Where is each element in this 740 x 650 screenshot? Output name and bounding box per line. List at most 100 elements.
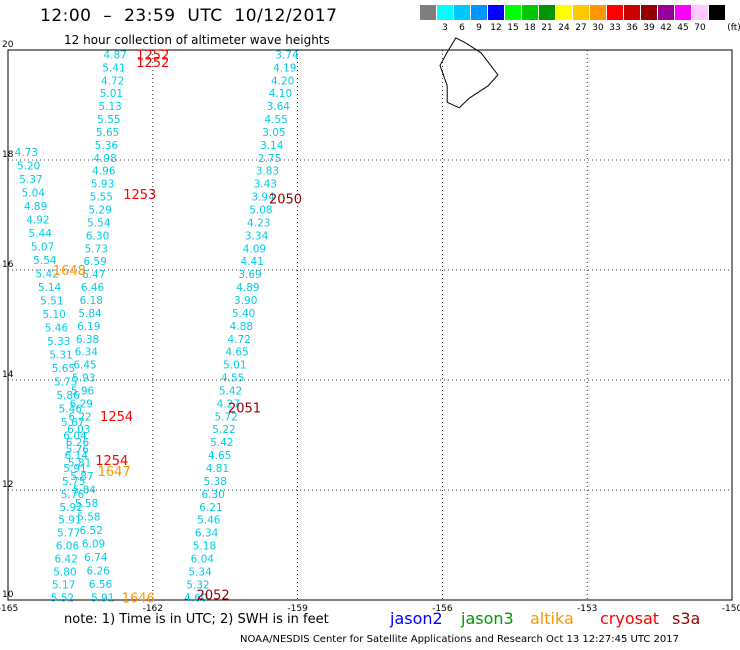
- lat-tick-label: 16: [2, 260, 14, 270]
- wave-height-value: 5.81: [68, 457, 91, 469]
- scale-swatch: [488, 5, 504, 20]
- wave-height-value: 6.19: [77, 321, 100, 333]
- pass-time-label: 1252: [136, 56, 169, 71]
- wave-height-value: 5.73: [85, 243, 108, 255]
- wave-height-value: 5.91: [63, 463, 86, 475]
- wave-height-value: 5.10: [42, 309, 65, 321]
- scale-label: 15: [507, 23, 519, 33]
- wave-height-value: 4.19: [273, 62, 296, 74]
- wave-height-value: 5.42: [35, 268, 58, 280]
- wave-height-value: 4.73: [15, 147, 38, 159]
- wave-height-value: 4.72: [101, 75, 124, 87]
- wave-height-value: 5.55: [90, 192, 113, 204]
- lon-tick-label: -165: [0, 604, 18, 614]
- wave-height-value: 4.20: [271, 75, 294, 87]
- wave-height-value: 6.04: [191, 553, 215, 565]
- scale-swatch: [607, 5, 623, 20]
- wave-height-value: 4.10: [269, 88, 292, 100]
- wave-height-value: 4.81: [206, 463, 229, 475]
- wave-height-value: 5.87: [70, 471, 93, 483]
- scale-label: 42: [660, 23, 672, 33]
- wave-height-value: 5.13: [98, 101, 121, 113]
- lat-tick-label: 12: [2, 480, 13, 490]
- wave-height-value: 4.89: [236, 282, 259, 294]
- wave-height-value: 5.22: [212, 424, 235, 436]
- wave-height-value: 3.64: [267, 101, 291, 113]
- scale-swatch: [471, 5, 487, 20]
- wave-height-value: 5.46: [197, 515, 221, 527]
- pass-time-label: 1254: [100, 410, 133, 425]
- wave-height-value: 6.30: [201, 489, 224, 501]
- scale-swatch: [709, 5, 725, 20]
- lon-tick-label: -150: [722, 604, 740, 614]
- wave-height-value: 6.06: [56, 541, 80, 553]
- map-title: 12:00 – 23:59 UTC 10/12/2017: [40, 6, 338, 26]
- wave-height-value: 5.37: [19, 174, 42, 186]
- footer-credit: NOAA/NESDIS Center for Satellite Applica…: [240, 634, 679, 645]
- wave-height-value: 5.42: [210, 437, 233, 449]
- wave-height-value: 6.74: [84, 552, 108, 564]
- wave-height-value: 6.30: [86, 230, 109, 242]
- scale-label: 9: [476, 23, 482, 33]
- wave-height-value: 4.98: [93, 153, 116, 165]
- wave-height-value: 5.04: [22, 187, 46, 199]
- wave-height-value: 5.07: [31, 241, 54, 253]
- pass-time-label: 2050: [269, 193, 302, 208]
- wave-height-value: 5.51: [40, 295, 63, 307]
- wave-height-value: 6.47: [82, 269, 105, 281]
- scale-label: 70: [694, 23, 706, 33]
- wave-height-value: 4.41: [241, 256, 264, 268]
- pass-time-label: 1647: [98, 465, 131, 480]
- scale-swatch: [556, 5, 572, 20]
- wave-height-value: 6.18: [80, 295, 103, 307]
- wave-height-value: 6.34: [75, 347, 99, 359]
- wave-height-value: 5.32: [186, 579, 209, 591]
- scale-swatch: [420, 5, 436, 20]
- pass-time-label: 1648: [53, 264, 86, 279]
- wave-height-value: 5.76: [66, 444, 90, 456]
- wave-height-value: 5.41: [102, 62, 125, 74]
- scale-label: 39: [643, 23, 655, 33]
- scale-swatch: [590, 5, 606, 20]
- hawaii-island: [439, 37, 499, 109]
- wave-height-value: 5.58: [77, 511, 100, 523]
- wave-height-value: 3.14: [260, 140, 284, 152]
- wave-height-value: 3.05: [262, 127, 285, 139]
- pass-time-label: 1252: [136, 48, 169, 63]
- wave-height-value: 5.72: [214, 411, 237, 423]
- wave-height-value: 5.34: [188, 566, 212, 578]
- wave-height-value: 5.44: [29, 228, 53, 240]
- wave-height-value: 4.72: [228, 334, 251, 346]
- scale-label: 33: [609, 23, 621, 33]
- scale-swatch: [573, 5, 589, 20]
- scale-label: 3: [442, 23, 448, 33]
- wave-height-value: 6.26: [86, 565, 110, 577]
- scale-swatch: [539, 5, 555, 20]
- wave-height-value: 6.29: [70, 398, 93, 410]
- wave-height-value: 5.54: [87, 217, 111, 229]
- scale-label: 27: [575, 23, 587, 33]
- scale-swatch: [437, 5, 453, 20]
- wave-height-value: 6.14: [65, 450, 89, 462]
- wave-height-value: 5.77: [57, 528, 80, 540]
- wave-height-value: 4.27: [217, 398, 240, 410]
- wave-height-value: 6.59: [83, 256, 106, 268]
- wave-height-value: 6.52: [80, 525, 103, 537]
- wave-height-value: 5.55: [97, 114, 120, 126]
- wave-height-value: 5.75: [62, 476, 85, 488]
- wave-height-value: 6.03: [67, 424, 90, 436]
- scale-swatch: [454, 5, 470, 20]
- wave-height-value: 4.88: [230, 321, 253, 333]
- wave-height-value: 4.92: [26, 214, 49, 226]
- wave-height-value: 3.74: [275, 49, 299, 61]
- wave-height-value: 2.75: [258, 153, 281, 165]
- wave-height-value: 6.09: [82, 538, 105, 550]
- scale-swatch: [658, 5, 674, 20]
- wave-height-value: 4.55: [221, 373, 244, 385]
- scale-label: 45: [677, 23, 689, 33]
- lat-tick-label: 10: [2, 590, 14, 600]
- wave-height-value: 5.67: [61, 417, 84, 429]
- wave-height-value: 6.26: [66, 437, 90, 449]
- lon-tick-label: -153: [577, 604, 597, 614]
- wave-height-value: 6.21: [199, 502, 222, 514]
